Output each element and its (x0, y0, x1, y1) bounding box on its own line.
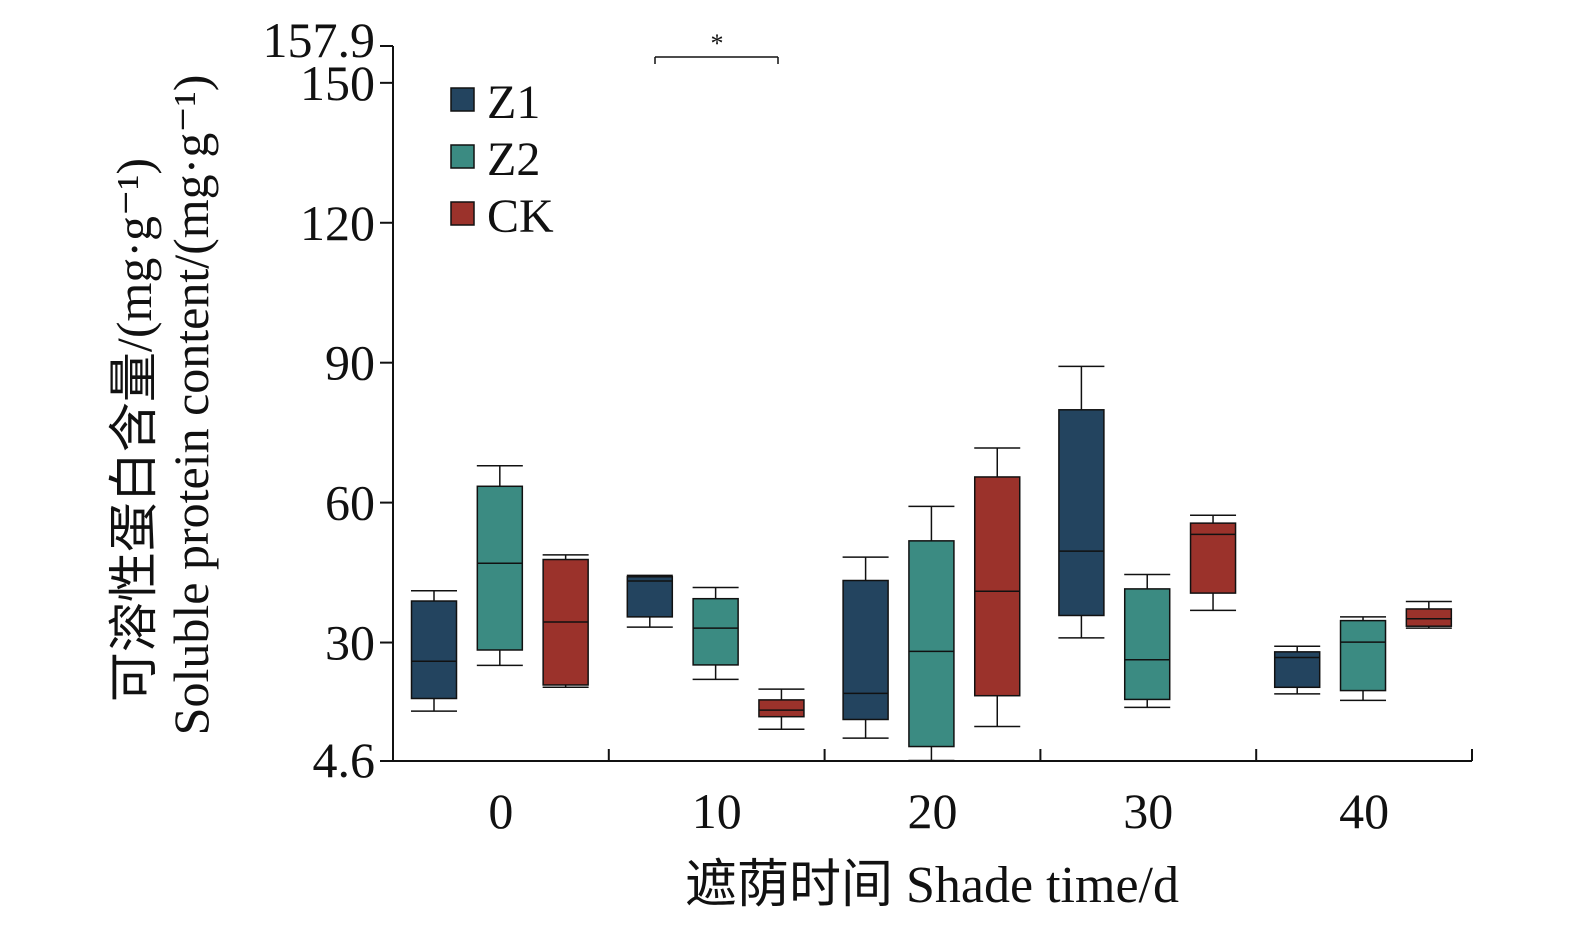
box-body (1123, 588, 1171, 701)
legend-swatch-Z1 (450, 87, 475, 112)
box-body (842, 579, 889, 721)
legend-label-CK: CK (487, 190, 554, 243)
box-body (908, 540, 955, 748)
box-Z1-20 (842, 556, 889, 739)
box-body (626, 576, 674, 618)
y-axis-title-en: Soluble protein content/(mg·g⁻¹) (163, 75, 219, 736)
box-body (692, 597, 739, 666)
box-CK-20 (973, 447, 1021, 728)
y-axis-min-label: 4.6 (313, 732, 376, 788)
box-body (1339, 619, 1387, 692)
box-CK-30 (1189, 514, 1237, 612)
box-Z2-10 (692, 586, 739, 681)
legend-item-Z2: Z2 (450, 133, 540, 186)
significance-star: * (711, 29, 724, 58)
x-tick-label-20: 20 (908, 783, 958, 839)
box-Z1-40 (1273, 645, 1321, 695)
legend-label-Z2: Z2 (487, 133, 540, 186)
legend-item-CK: CK (450, 190, 554, 243)
significance-bracket: * (654, 29, 779, 64)
plot-area: 30 60 90 120 150 0 10 20 30 40 (300, 45, 1473, 839)
legend-swatch-Z2 (450, 144, 475, 169)
box-Z2-40 (1339, 616, 1387, 702)
legend-label-Z1: Z1 (487, 76, 540, 129)
box-body (1405, 608, 1453, 627)
box-body (410, 600, 458, 700)
legend-item-Z1: Z1 (450, 76, 540, 129)
legend-swatch-CK (450, 201, 475, 226)
y-tick-label-150: 150 (300, 55, 375, 111)
box-body (1058, 409, 1105, 617)
box-CK-10 (758, 688, 805, 731)
y-tick-label-30: 30 (325, 615, 375, 671)
box-Z1-0 (410, 590, 458, 712)
x-tick-label-40: 40 (1339, 783, 1389, 839)
x-axis-title: 遮荫时间 Shade time/d (685, 857, 1179, 914)
box-body (758, 699, 805, 718)
x-tick-label-10: 10 (692, 783, 742, 839)
box-Z2-20 (908, 505, 955, 762)
y-axis-title-cn: 可溶性蛋白含量/(mg·g⁻¹) (106, 158, 162, 702)
box-Z2-30 (1123, 573, 1171, 709)
x-tick-label-0: 0 (488, 783, 513, 839)
box-body (476, 485, 524, 651)
box-body (973, 476, 1021, 697)
y-tick-label-120: 120 (300, 195, 375, 251)
box-Z2-0 (476, 465, 524, 667)
y-tick-label-60: 60 (325, 475, 375, 531)
y-tick-label-90: 90 (325, 335, 375, 391)
box-Z1-10 (626, 574, 674, 628)
y-axis-max-label: 157.9 (263, 12, 376, 68)
box-CK-0 (542, 554, 589, 689)
x-tick-label-30: 30 (1123, 783, 1173, 839)
box-CK-40 (1405, 600, 1453, 629)
box-Z1-30 (1058, 365, 1105, 639)
